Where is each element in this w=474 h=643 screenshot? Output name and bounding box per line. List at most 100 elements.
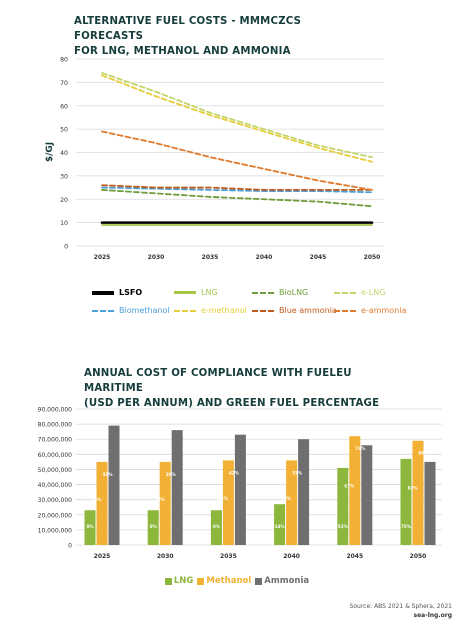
chart1-x-tick-label: 2030	[148, 254, 165, 261]
chart2-bar	[210, 510, 222, 545]
chart1-legend-item: LSFO	[92, 288, 142, 297]
chart2-y-tick-label: 80,000,000	[38, 422, 73, 429]
chart1-legend-swatch	[252, 291, 274, 294]
chart1-legend: LSFO LNG BioLNG e-LNG Biomethanol e-methanol B…	[92, 286, 412, 322]
chart2-legend-item: Ammonia	[255, 576, 309, 586]
chart2-x-tick-label: 2025	[94, 553, 111, 560]
chart2-bar	[298, 439, 310, 545]
chart1-legend-label: e-ammonia	[361, 306, 407, 315]
chart1-legend-swatch	[92, 309, 114, 312]
chart2-data-label: 67%	[344, 483, 355, 488]
chart2-bar	[361, 445, 373, 545]
chart2-y-tick-label: 20,000,000	[38, 512, 73, 519]
chart2-y-tick-label: 40,000,000	[38, 482, 73, 489]
chart2-y-tick-label: 0	[68, 543, 72, 550]
chart1-series-line	[101, 184, 373, 191]
chart2-data-label: 83%	[407, 486, 418, 491]
chart2-data-label: 36%	[166, 472, 177, 477]
chart2-data-label: 74%	[355, 446, 366, 451]
chart2-data-label: 0%	[150, 524, 158, 529]
chart1-series-line	[101, 74, 373, 163]
chart2-y-tick-label: 50,000,000	[38, 467, 73, 474]
chart2-bar	[274, 504, 286, 545]
chart2-x-tick-label: 2035	[220, 553, 237, 560]
chart2-title: ANNUAL COST OF COMPLIANCE WITH FUELEU MA…	[84, 366, 414, 411]
chart2-legend: LNG Methanol Ammonia	[0, 576, 474, 588]
chart1-title-line1: ALTERNATIVE FUEL COSTS - MMMCZCS FORECAS…	[74, 16, 302, 42]
chart1-legend-swatch	[174, 309, 196, 312]
chart2-x-tick-label: 2045	[346, 553, 363, 560]
chart1-y-tick-label: 30	[60, 173, 68, 180]
chart2-legend-label: Methanol	[206, 576, 252, 586]
chart2-bar	[424, 461, 436, 545]
chart2-legend-item: Methanol	[197, 576, 251, 586]
chart2-x-tick-label: 2040	[283, 553, 300, 560]
chart1-x-tick-label: 2050	[364, 254, 381, 261]
chart2-bar	[96, 461, 108, 545]
chart1-y-tick-label: 60	[60, 103, 68, 110]
chart2-data-label: 42%	[229, 470, 240, 475]
chart1-y-tick-label: 20	[60, 197, 68, 204]
chart1-series-line	[101, 130, 373, 191]
chart1-legend-item: BioLNG	[252, 288, 308, 297]
chart2-bar	[412, 440, 424, 545]
chart2-data-label: 33%	[103, 472, 114, 477]
chart1-y-tick-label: 70	[60, 80, 68, 87]
chart2-data-label: 0%	[213, 524, 221, 529]
chart2-bar	[222, 460, 234, 545]
chart2-y-tick-label: 60,000,000	[38, 452, 73, 459]
chart1-legend-label: Blue ammonia	[279, 306, 337, 315]
chart1-legend-swatch	[334, 291, 356, 294]
source-line: Source: ABS 2021 & Sphera, 2021	[349, 603, 452, 610]
chart1-legend-label: e-methanol	[201, 306, 247, 315]
chart1-y-tick-label: 40	[60, 150, 68, 157]
chart2-legend-label: LNG	[173, 576, 194, 586]
chart1-legend-item: e-LNG	[334, 288, 385, 297]
chart2-legend-swatch	[164, 577, 172, 585]
chart2-bar	[108, 425, 120, 545]
chart1-y-tick-label: 0	[64, 244, 68, 251]
chart1-series-line	[101, 186, 373, 194]
chart2-y-tick-label: 70,000,000	[38, 437, 73, 444]
chart1-legend-label: e-LNG	[361, 288, 386, 297]
chart2-legend-swatch	[255, 577, 263, 585]
chart2-y-tick-label: 30,000,000	[38, 497, 73, 504]
chart1-legend-item: Biomethanol	[92, 306, 170, 315]
chart2-data-label: 14%	[91, 497, 102, 502]
chart1-legend-item: Blue ammonia	[252, 306, 337, 315]
chart2-title-line2: (USD PER ANNUM) AND GREEN FUEL PERCENTAG…	[84, 398, 380, 409]
chart1-legend-swatch	[334, 309, 356, 312]
chart2-data-label: 40%	[281, 496, 292, 501]
chart1-legend-item: e-methanol	[174, 306, 247, 315]
chart1-title: ALTERNATIVE FUEL COSTS - MMMCZCS FORECAS…	[74, 14, 374, 59]
chart1-y-tick-label: 50	[60, 127, 68, 134]
chart1-y-tick-label: 10	[60, 220, 68, 227]
chart2-bar	[286, 460, 298, 545]
chart2-bar	[234, 434, 246, 545]
chart2-bar	[159, 461, 171, 545]
chart2-data-label: 14%	[275, 524, 286, 529]
chart2-bar	[84, 510, 96, 545]
chart2-bar	[349, 436, 361, 545]
chart2-bar	[147, 510, 159, 545]
chart1-x-tick-label: 2040	[256, 254, 273, 261]
chart2-legend-swatch	[197, 577, 205, 585]
chart1-x-tick-label: 2045	[310, 254, 327, 261]
chart2-bar	[171, 430, 183, 545]
chart1-legend-swatch	[92, 290, 114, 295]
chart2-bar	[337, 467, 349, 545]
chart2-y-tick-label: 10,000,000	[38, 527, 73, 534]
chart1-title-line2: FOR LNG, METHANOL AND AMMONIA	[74, 46, 291, 57]
chart2-data-label: 18%	[155, 497, 166, 502]
chart1-x-tick-label: 2025	[94, 254, 111, 261]
source-website: sea-lng.org	[413, 612, 452, 619]
chart2-y-tick-label: 90,000,000	[38, 407, 73, 414]
chart2-legend-item: LNG	[164, 576, 194, 586]
chart1-legend-item: e-ammonia	[334, 306, 406, 315]
chart1-legend-label: BioLNG	[279, 288, 309, 297]
chart1-legend-swatch	[174, 291, 196, 294]
chart2-title-line1: ANNUAL COST OF COMPLIANCE WITH FUELEU MA…	[84, 368, 352, 394]
chart1-series-line	[101, 188, 373, 208]
chart1-series-line	[101, 72, 373, 159]
